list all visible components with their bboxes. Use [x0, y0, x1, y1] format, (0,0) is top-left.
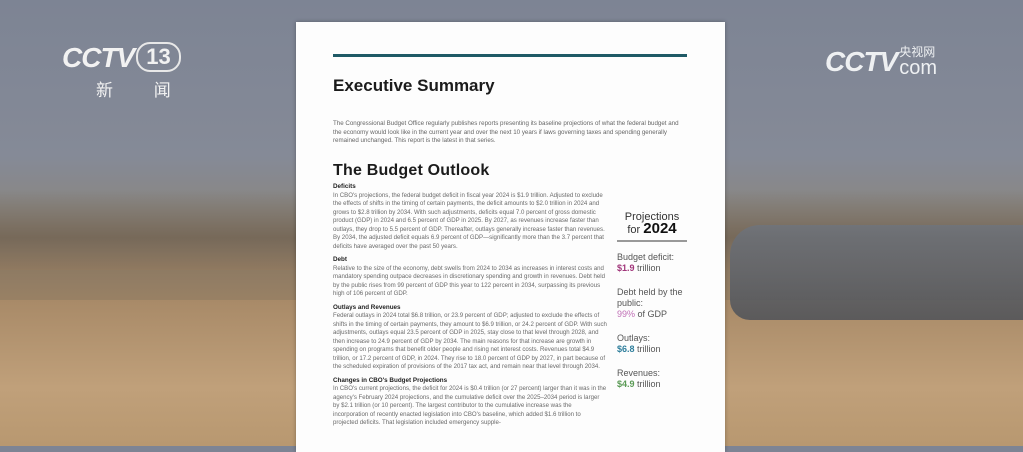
section-text: In CBO's projections, the federal budget…	[333, 191, 605, 250]
background-vehicle	[730, 225, 1023, 320]
section-heading: Debt	[333, 256, 347, 263]
projection-unit: trillion	[637, 263, 661, 273]
projection-label: Revenues:	[617, 368, 661, 378]
cctv-com-logo: CCTV 央视网 com	[825, 46, 937, 78]
projection-label: Budget deficit:	[617, 252, 675, 262]
channel-number: 13	[136, 42, 181, 72]
section-heading: Changes in CBO's Budget Projections	[333, 376, 448, 384]
projection-value: $6.8	[617, 344, 635, 354]
projection-value: 99%	[617, 309, 636, 319]
projection-unit: of GDP	[637, 309, 668, 319]
projection-label: Debt held by the public:	[617, 287, 683, 308]
channel-subtitle: 新 闻	[96, 81, 189, 100]
section-heading: Deficits	[333, 183, 356, 190]
projections-sidebar: Projections for 2024 Budget deficit: $1.9 …	[617, 211, 687, 403]
projection-item: Revenues: $4.9 trillion	[617, 368, 687, 390]
projection-item: Outlays: $6.8 trillion	[617, 333, 687, 355]
cctv13-logo: CCTV 13 新 闻	[62, 42, 189, 101]
header-rule	[333, 54, 687, 57]
projection-unit: trillion	[637, 344, 661, 354]
site-com: com	[899, 57, 938, 79]
projection-value: $1.9	[617, 263, 635, 273]
sidebar-rule	[617, 240, 687, 242]
site-wordmark: CCTV	[825, 46, 898, 77]
projection-item: Budget deficit: $1.9 trillion	[617, 252, 687, 274]
section-text: Relative to the size of the economy, deb…	[333, 264, 606, 298]
page-title: Executive Summary	[333, 76, 495, 95]
sidebar-heading-for: for	[627, 224, 641, 236]
section-text: Federal outlays in 2024 total $6.8 trill…	[333, 312, 607, 370]
sidebar-heading: Projections for 2024	[617, 211, 687, 236]
main-column: Deficits In CBO's projections, the feder…	[333, 183, 607, 433]
projection-unit: trillion	[637, 379, 661, 389]
cctv-wordmark: CCTV	[62, 42, 135, 73]
projection-item: Debt held by the public: 99% of GDP	[617, 287, 687, 320]
intro-paragraph: The Congressional Budget Office regularl…	[333, 120, 679, 145]
projection-label: Outlays:	[617, 333, 651, 343]
site-cn: 央视网	[899, 45, 936, 59]
sidebar-heading-year: 2024	[643, 220, 677, 237]
sidebar-heading-prefix: Projections	[624, 211, 680, 223]
projection-value: $4.9	[617, 379, 635, 389]
document-page: Executive Summary The Congressional Budg…	[296, 22, 725, 452]
section-text: In CBO's current projections, the defici…	[333, 385, 607, 426]
section-title: The Budget Outlook	[333, 162, 490, 179]
section-heading: Outlays and Revenues	[333, 303, 401, 311]
